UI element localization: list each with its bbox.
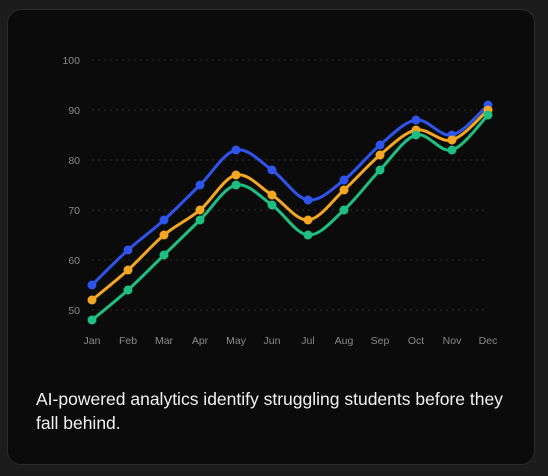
data-point bbox=[195, 205, 205, 215]
y-tick-label: 60 bbox=[68, 255, 80, 267]
data-point bbox=[231, 145, 241, 155]
data-point bbox=[447, 145, 457, 155]
series-3 bbox=[87, 110, 493, 325]
data-point bbox=[231, 180, 241, 190]
caption-text: AI-powered analytics identify struggling… bbox=[36, 389, 503, 433]
y-axis-ticks: 50 60 70 80 90 100 bbox=[62, 55, 80, 317]
y-tick-label: 50 bbox=[68, 305, 80, 317]
data-point bbox=[87, 295, 97, 305]
data-point bbox=[195, 180, 205, 190]
data-point bbox=[87, 315, 97, 325]
y-tick-label: 100 bbox=[62, 55, 80, 67]
data-point bbox=[339, 175, 349, 185]
data-point bbox=[159, 250, 169, 260]
data-point bbox=[195, 215, 205, 225]
data-point bbox=[339, 185, 349, 195]
data-point bbox=[159, 230, 169, 240]
data-point bbox=[159, 215, 169, 225]
data-point bbox=[303, 215, 313, 225]
x-tick-label: Apr bbox=[192, 335, 209, 347]
line-chart: 50 60 70 80 90 100 Jan Feb Mar Apr May Jun Jul Aug Se… bbox=[62, 55, 498, 347]
series-layer bbox=[87, 100, 493, 325]
y-tick-label: 80 bbox=[68, 155, 80, 167]
data-point bbox=[123, 245, 133, 255]
x-tick-label: Aug bbox=[335, 335, 354, 347]
data-point bbox=[267, 190, 277, 200]
x-tick-label: Jun bbox=[264, 335, 281, 347]
series-1 bbox=[87, 100, 493, 290]
x-tick-label: Mar bbox=[155, 335, 174, 347]
data-point bbox=[447, 135, 457, 145]
data-point bbox=[375, 140, 385, 150]
data-point bbox=[411, 130, 421, 140]
x-tick-label: Feb bbox=[119, 335, 137, 347]
x-tick-label: Jan bbox=[84, 335, 101, 347]
grid-layer bbox=[92, 59, 488, 311]
data-point bbox=[231, 170, 241, 180]
chart-card: 50 60 70 80 90 100 Jan Feb Mar Apr May Jun Jul Aug Se… bbox=[7, 9, 535, 465]
data-point bbox=[123, 285, 133, 295]
data-point bbox=[303, 195, 313, 205]
x-tick-label: Nov bbox=[443, 335, 462, 347]
x-tick-label: Jul bbox=[301, 335, 314, 347]
x-axis-ticks: Jan Feb Mar Apr May Jun Jul Aug Sep Oct Nov Dec bbox=[84, 335, 498, 347]
data-point bbox=[411, 115, 421, 125]
data-point bbox=[123, 265, 133, 275]
data-point bbox=[303, 230, 313, 240]
y-tick-label: 90 bbox=[68, 105, 80, 117]
data-point bbox=[87, 280, 97, 290]
x-tick-label: Dec bbox=[479, 335, 498, 347]
x-tick-label: Oct bbox=[408, 335, 424, 347]
series-line bbox=[90, 113, 490, 322]
y-tick-label: 70 bbox=[68, 205, 80, 217]
data-point bbox=[483, 110, 493, 120]
data-point bbox=[267, 200, 277, 210]
data-point bbox=[339, 205, 349, 215]
x-tick-label: May bbox=[226, 335, 247, 347]
data-point bbox=[375, 150, 385, 160]
series-2 bbox=[87, 105, 493, 305]
x-tick-label: Sep bbox=[371, 335, 390, 347]
data-point bbox=[267, 165, 277, 175]
data-point bbox=[375, 165, 385, 175]
